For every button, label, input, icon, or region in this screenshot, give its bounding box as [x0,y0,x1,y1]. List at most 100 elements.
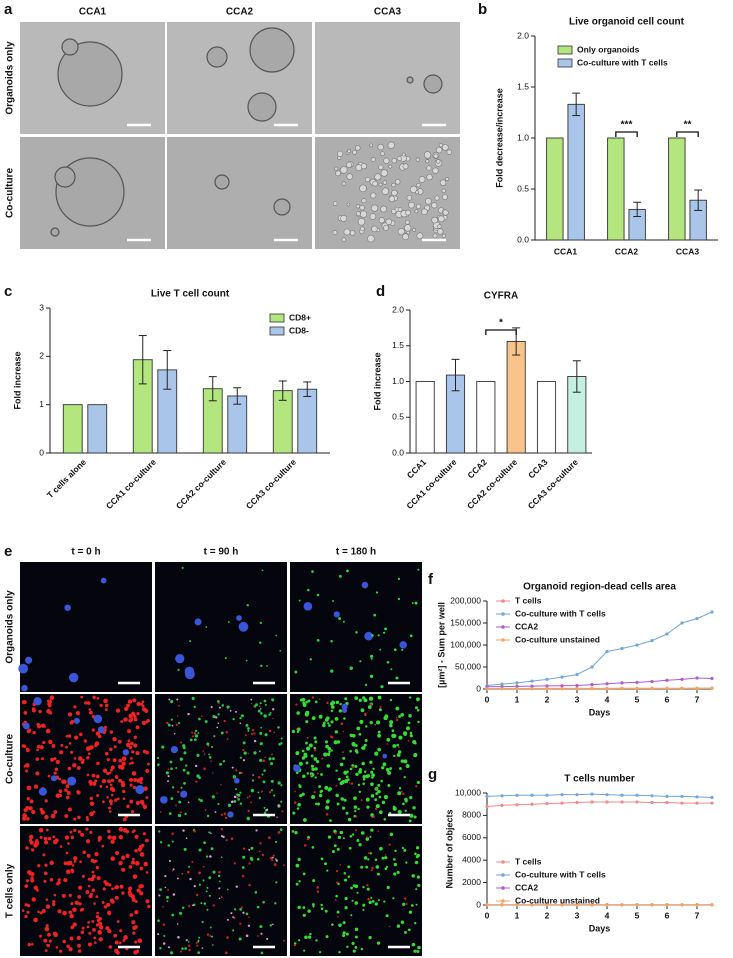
data-point [545,903,549,907]
cell [183,847,187,851]
cell [393,754,396,758]
cell [268,791,272,794]
cell [346,161,353,168]
cell [383,795,388,800]
cell [245,912,249,916]
cell [27,728,32,733]
cell [55,793,61,799]
cell [334,166,339,171]
cell [168,698,171,701]
cell [79,732,83,737]
cell [272,757,275,760]
cell [390,668,393,671]
cell [306,736,309,739]
cell [311,794,316,799]
cell [205,855,209,858]
cell [25,846,29,850]
cell [356,838,360,842]
cell [25,805,30,810]
cell [21,909,25,912]
cell [84,701,88,705]
cell [342,756,346,760]
cell [271,859,274,862]
cell [68,860,73,866]
x-tick-label: 6 [665,694,670,704]
cell [37,910,40,914]
cell [83,739,87,743]
cell [67,712,73,717]
cell [367,234,375,243]
data-point [665,800,669,805]
cell [415,203,422,210]
cell [56,882,60,886]
cell [358,698,362,702]
cell [433,153,439,159]
cell [96,774,100,778]
cell [262,900,265,904]
cell [70,719,75,724]
cell [159,811,162,813]
cell [318,698,321,701]
cell [127,699,133,704]
cell [95,914,100,919]
cell [134,834,139,839]
cell [65,734,69,738]
cell [281,810,284,813]
cell [402,902,406,906]
cell [332,230,338,235]
cell [129,799,134,804]
cell [342,921,346,925]
cell [176,877,179,880]
cell [118,826,124,832]
cell [354,946,358,949]
data-point [710,676,714,681]
cell [210,760,212,762]
cell [263,714,267,718]
error-bar [633,201,642,218]
cell [31,897,36,902]
cell [235,710,238,713]
cell [76,935,81,941]
fluorescence-image [290,826,422,956]
cell [296,807,300,810]
cell [168,812,172,815]
cell [407,928,411,932]
data-point [680,801,684,805]
cell [142,832,146,836]
cell [106,902,111,907]
y-tick-label: 2000 [462,877,481,887]
cell [270,779,274,783]
cell [242,911,245,914]
cell [215,716,218,719]
cell [307,699,311,703]
cell [307,588,310,592]
cell [358,769,362,774]
cell [203,902,207,905]
cell [181,872,184,875]
cell [349,666,353,670]
cell [255,703,258,707]
legend-label: T cells [515,595,542,605]
cell [364,738,368,743]
cell [55,759,61,765]
image-background [167,137,312,249]
cell [42,740,46,745]
fluorescence-image [20,694,152,824]
cell [402,163,409,170]
cell [246,816,250,821]
cell [304,935,308,940]
cell [106,771,110,776]
cell [363,712,367,716]
cell [235,769,238,772]
cell [159,841,163,844]
cell [408,910,413,914]
cell [329,819,332,822]
cell [44,926,50,932]
cell [393,872,397,876]
cell [158,830,161,833]
cell [162,905,164,908]
cell [126,729,131,734]
cell [234,908,237,911]
cell [188,944,191,948]
cell [365,837,370,841]
